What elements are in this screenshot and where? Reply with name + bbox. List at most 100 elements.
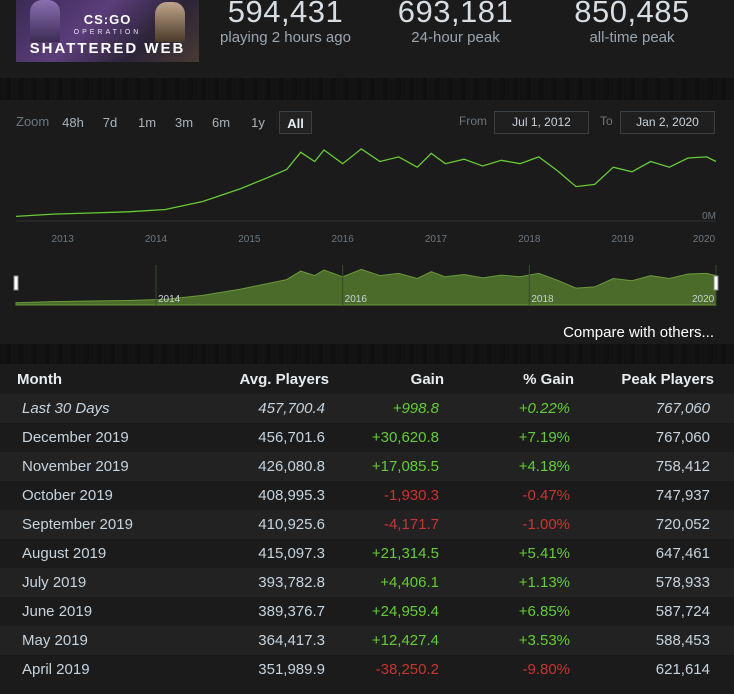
gain-cell: +30,620.8 bbox=[371, 429, 439, 446]
from-date-input[interactable]: Jul 1, 2012 bbox=[494, 111, 589, 134]
day-peak-stat: 693,181 24-hour peak bbox=[378, 0, 533, 46]
avg-players-cell: 457,700.4 bbox=[258, 400, 325, 417]
chart-x-axis: 2013 2014 2015 2016 2017 2018 2019 2020 bbox=[52, 234, 716, 245]
from-label: From bbox=[459, 114, 487, 128]
compare-with-others-link[interactable]: Compare with others... bbox=[563, 324, 714, 341]
gain-cell: +998.8 bbox=[392, 400, 439, 417]
avg-players-cell: 393,782.8 bbox=[258, 574, 325, 591]
percent-gain-cell: +6.85% bbox=[518, 603, 570, 620]
day-peak-value: 693,181 bbox=[397, 0, 514, 29]
navigator-area bbox=[15, 268, 717, 306]
gain-cell: +12,427.4 bbox=[371, 632, 439, 649]
avg-players-cell: 364,417.3 bbox=[258, 632, 325, 649]
table-row: June 2019 389,376.7 +24,959.4 +6.85% 587,724 bbox=[0, 597, 734, 626]
table-body: Last 30 Days 457,700.4 +998.8 +0.22% 767,060… bbox=[0, 394, 734, 684]
peak-players-cell: 767,060 bbox=[655, 429, 710, 446]
gain-cell: +17,085.5 bbox=[371, 458, 439, 475]
month-cell: May 2019 bbox=[22, 632, 88, 649]
gain-cell: +4,406.1 bbox=[380, 574, 439, 591]
x-tick-label: 2017 bbox=[425, 234, 448, 245]
peak-players-cell: 647,461 bbox=[655, 545, 710, 562]
navigator-right-handle[interactable] bbox=[713, 275, 719, 291]
peak-players-column-header[interactable]: Peak Players bbox=[621, 371, 714, 388]
table-row: May 2019 364,417.3 +12,427.4 +3.53% 588,453 bbox=[0, 626, 734, 655]
avg-players-cell: 456,701.6 bbox=[258, 429, 325, 446]
zoom-48h-button[interactable]: 48h bbox=[62, 115, 84, 130]
character-figure-right bbox=[155, 2, 185, 42]
avg-players-cell: 351,989.9 bbox=[258, 661, 325, 678]
zoom-1y-button[interactable]: 1y bbox=[251, 115, 265, 130]
month-cell: November 2019 bbox=[22, 458, 129, 475]
zoom-1m-button[interactable]: 1m bbox=[137, 115, 157, 130]
percent-gain-cell: +0.22% bbox=[518, 400, 570, 417]
peak-players-cell: 588,453 bbox=[655, 632, 710, 649]
gain-cell: -38,250.2 bbox=[375, 661, 439, 678]
section-divider bbox=[0, 78, 734, 100]
zoom-6m-button[interactable]: 6m bbox=[211, 115, 231, 130]
month-cell: Last 30 Days bbox=[22, 400, 110, 417]
avg-players-column-header[interactable]: Avg. Players bbox=[239, 371, 330, 388]
x-tick-label: 2015 bbox=[238, 234, 261, 245]
percent-gain-cell: +4.18% bbox=[518, 458, 570, 475]
percent-gain-cell: +5.41% bbox=[518, 545, 570, 562]
current-players-stat: 594,431 playing 2 hours ago bbox=[208, 0, 363, 46]
month-cell: September 2019 bbox=[22, 516, 133, 533]
peak-players-cell: 720,052 bbox=[655, 516, 710, 533]
month-column-header[interactable]: Month bbox=[17, 371, 62, 388]
peak-players-cell: 747,937 bbox=[655, 487, 710, 504]
navigator-left-handle[interactable] bbox=[13, 275, 19, 291]
table-row: December 2019 456,701.6 +30,620.8 +7.19% 767… bbox=[0, 423, 734, 452]
gain-cell: +24,959.4 bbox=[371, 603, 439, 620]
table-row: April 2019 351,989.9 -38,250.2 -9.80% 621,61… bbox=[0, 655, 734, 684]
gain-cell: -4,171.7 bbox=[383, 516, 439, 533]
table-header-row: Month Avg. Players Gain % Gain Peak Play… bbox=[0, 364, 734, 394]
y-axis-zero-label: 0M bbox=[702, 211, 716, 222]
zoom-3m-button[interactable]: 3m bbox=[174, 115, 194, 130]
character-figure-left bbox=[30, 0, 60, 42]
x-tick-label: 2016 bbox=[332, 234, 355, 245]
zoom-7d-button[interactable]: 7d bbox=[102, 115, 118, 130]
percent-gain-cell: +3.53% bbox=[518, 632, 570, 649]
peak-players-cell: 758,412 bbox=[655, 458, 710, 475]
monthly-stats-table: Month Avg. Players Gain % Gain Peak Play… bbox=[0, 364, 734, 684]
gain-column-header[interactable]: Gain bbox=[410, 371, 444, 388]
table-row: September 2019 410,925.6 -4,171.7 -1.00% 720… bbox=[0, 510, 734, 539]
peak-players-cell: 767,060 bbox=[655, 400, 710, 417]
month-cell: April 2019 bbox=[22, 661, 90, 678]
player-count-chart: 2013 2014 2015 2016 2017 2018 2019 2020 0M 2014… bbox=[13, 148, 719, 306]
percent-gain-cell: -0.47% bbox=[522, 487, 570, 504]
player-count-line bbox=[15, 148, 717, 218]
to-date-input[interactable]: Jan 2, 2020 bbox=[620, 111, 715, 134]
x-tick-label: 2020 bbox=[693, 234, 716, 245]
gain-cell: +21,314.5 bbox=[371, 545, 439, 562]
x-tick-label: 2014 bbox=[145, 234, 168, 245]
percent-gain-cell: -1.00% bbox=[522, 516, 570, 533]
x-tick-label: 2019 bbox=[612, 234, 635, 245]
table-row: October 2019 408,995.3 -1,930.3 -0.47% 747,9… bbox=[0, 481, 734, 510]
avg-players-cell: 415,097.3 bbox=[258, 545, 325, 562]
navigator-tick-label: 2018 bbox=[531, 294, 554, 305]
section-divider bbox=[0, 344, 734, 364]
zoom-all-button[interactable]: All bbox=[279, 111, 312, 134]
month-cell: October 2019 bbox=[22, 487, 113, 504]
month-cell: June 2019 bbox=[22, 603, 93, 620]
percent-gain-cell: +7.19% bbox=[518, 429, 570, 446]
day-peak-label: 24-hour peak bbox=[411, 29, 500, 46]
chart-navigator[interactable]: 2014 2016 2018 2020 bbox=[13, 265, 719, 306]
table-row: August 2019 415,097.3 +21,314.5 +5.41% 647,4… bbox=[0, 539, 734, 568]
table-row: July 2019 393,782.8 +4,406.1 +1.13% 578,933 bbox=[0, 568, 734, 597]
month-cell: August 2019 bbox=[22, 545, 107, 562]
navigator-tick-label: 2014 bbox=[158, 294, 181, 305]
month-cell: July 2019 bbox=[22, 574, 87, 591]
avg-players-cell: 389,376.7 bbox=[258, 603, 325, 620]
gain-cell: -1,930.3 bbox=[383, 487, 439, 504]
peak-players-cell: 587,724 bbox=[655, 603, 710, 620]
game-banner-image: CS:GO OPERATION SHATTERED WEB bbox=[16, 0, 199, 62]
month-cell: December 2019 bbox=[22, 429, 129, 446]
peak-players-cell: 621,614 bbox=[655, 661, 710, 678]
current-players-value: 594,431 bbox=[227, 0, 344, 29]
to-label: To bbox=[600, 114, 613, 128]
x-tick-label: 2018 bbox=[518, 234, 541, 245]
percent-gain-column-header[interactable]: % Gain bbox=[523, 371, 574, 388]
banner-subtitle-text: OPERATION bbox=[73, 29, 142, 36]
